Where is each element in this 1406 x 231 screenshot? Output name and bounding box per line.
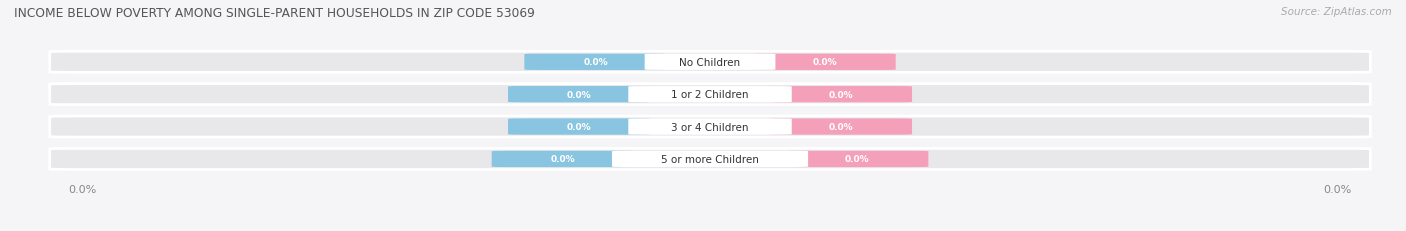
FancyBboxPatch shape [492,151,634,167]
FancyBboxPatch shape [49,149,1371,170]
Text: 3 or 4 Children: 3 or 4 Children [671,122,749,132]
FancyBboxPatch shape [644,55,776,71]
Text: 0.0%: 0.0% [567,90,592,99]
FancyBboxPatch shape [49,52,1371,73]
Text: 0.0%: 0.0% [828,90,853,99]
Text: 0.0%: 0.0% [567,122,592,131]
FancyBboxPatch shape [49,116,1371,137]
FancyBboxPatch shape [769,87,912,103]
Text: 0.0%: 0.0% [828,122,853,131]
Text: 5 or more Children: 5 or more Children [661,154,759,164]
Text: Source: ZipAtlas.com: Source: ZipAtlas.com [1281,7,1392,17]
FancyBboxPatch shape [786,151,928,167]
Text: No Children: No Children [679,58,741,67]
FancyBboxPatch shape [628,119,792,135]
FancyBboxPatch shape [612,151,808,167]
Text: INCOME BELOW POVERTY AMONG SINGLE-PARENT HOUSEHOLDS IN ZIP CODE 53069: INCOME BELOW POVERTY AMONG SINGLE-PARENT… [14,7,534,20]
Text: 1 or 2 Children: 1 or 2 Children [671,90,749,100]
Text: 0.0%: 0.0% [583,58,607,67]
FancyBboxPatch shape [769,119,912,135]
FancyBboxPatch shape [508,87,651,103]
FancyBboxPatch shape [524,55,666,71]
FancyBboxPatch shape [628,87,792,103]
Text: 0.0%: 0.0% [845,155,869,164]
FancyBboxPatch shape [754,55,896,71]
FancyBboxPatch shape [508,119,651,135]
Text: 0.0%: 0.0% [551,155,575,164]
FancyBboxPatch shape [49,84,1371,105]
Text: 0.0%: 0.0% [813,58,837,67]
